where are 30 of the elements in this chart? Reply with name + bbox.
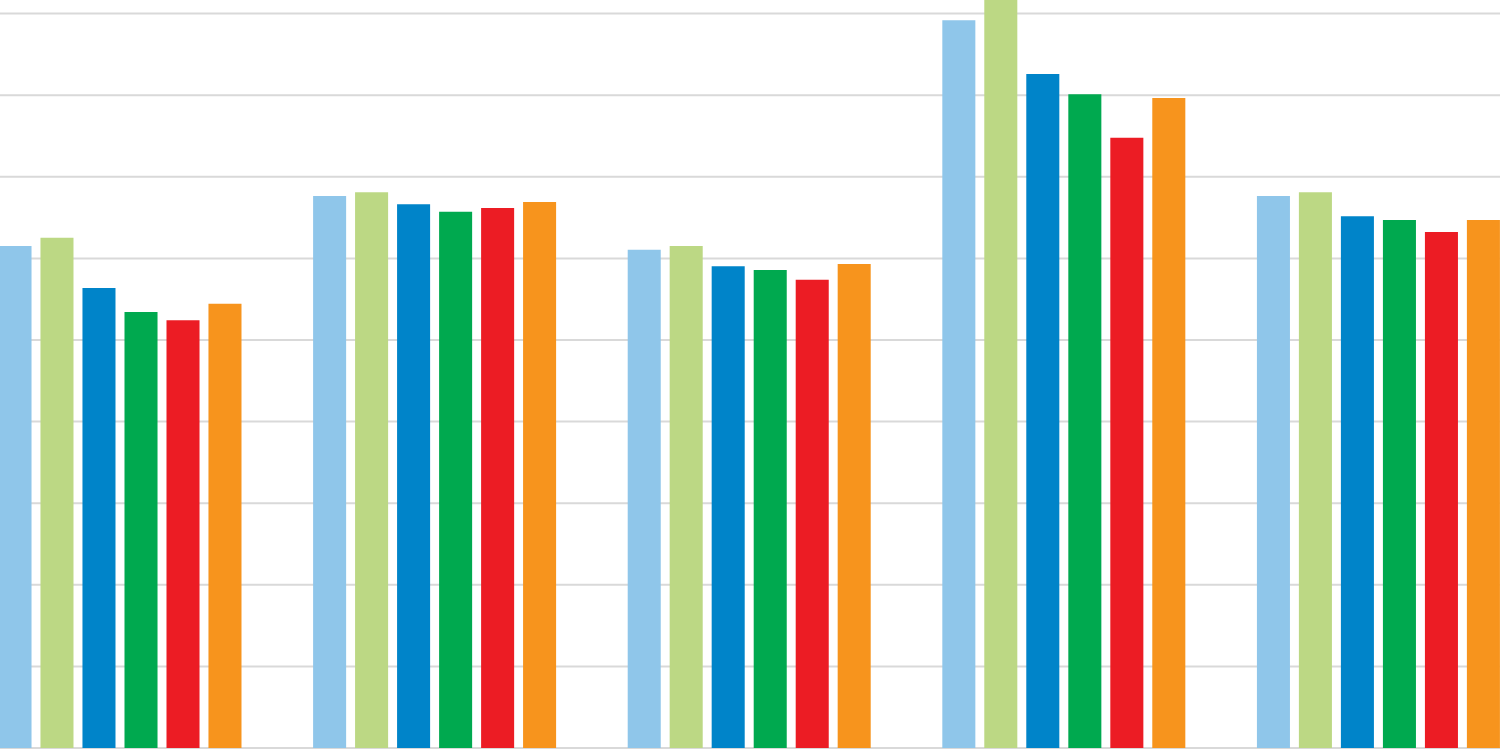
- bar: [1424, 231, 1458, 748]
- bar: [82, 287, 116, 748]
- bar: [1256, 195, 1290, 748]
- bar: [313, 195, 347, 748]
- bar: [523, 201, 557, 748]
- bar: [355, 192, 389, 748]
- bar: [397, 204, 431, 748]
- bar: [166, 320, 200, 748]
- bar: [0, 246, 32, 748]
- bar: [795, 279, 829, 748]
- bar: [1026, 74, 1060, 748]
- bar: [753, 270, 787, 748]
- bar: [627, 249, 661, 748]
- bar: [711, 266, 745, 748]
- bar: [1340, 216, 1374, 748]
- bar: [984, 0, 1018, 748]
- bar: [439, 211, 473, 748]
- bar: [1110, 137, 1144, 748]
- bar: [669, 246, 703, 748]
- bar: [1152, 97, 1186, 748]
- bar: [942, 20, 976, 748]
- bar: [1298, 192, 1332, 748]
- bar: [124, 311, 158, 748]
- bar: [837, 264, 871, 748]
- bar: [1382, 219, 1416, 748]
- bar: [208, 303, 242, 748]
- bar: [1466, 219, 1500, 748]
- bar: [40, 237, 74, 748]
- bar: [1068, 94, 1102, 748]
- bar: [481, 207, 515, 748]
